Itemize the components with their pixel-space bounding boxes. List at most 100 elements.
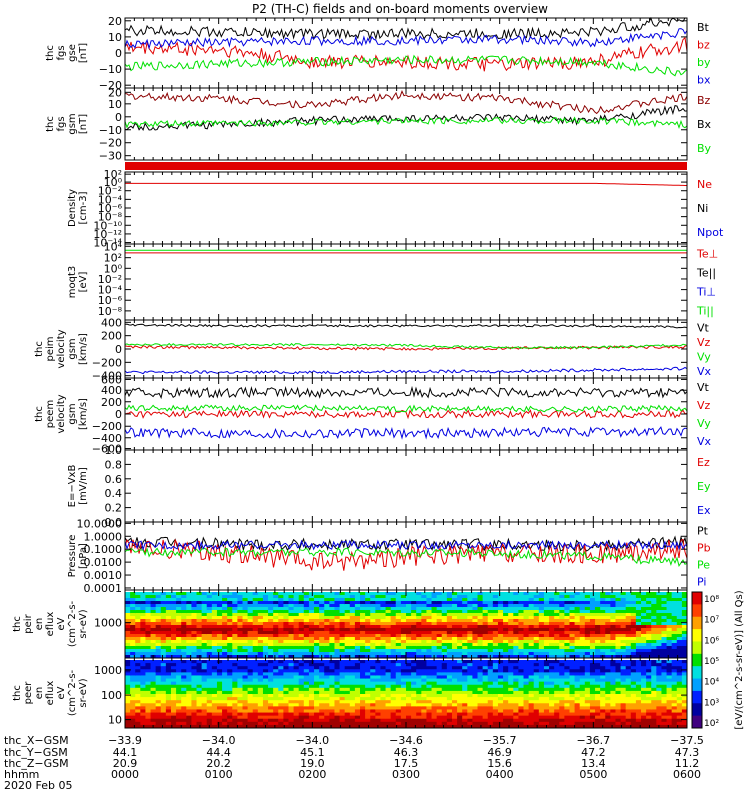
heat-cell	[349, 631, 356, 635]
heat-cell	[538, 637, 545, 641]
heat-cell	[492, 718, 499, 723]
heat-cell	[135, 709, 141, 714]
heat-cell	[380, 712, 387, 717]
heat-cell	[329, 604, 335, 608]
heat-cell	[334, 592, 341, 596]
heat-cell	[390, 649, 397, 653]
heat-cell	[395, 712, 402, 717]
heat-cell	[329, 690, 335, 695]
heat-cell	[589, 715, 596, 720]
heat-cell	[446, 724, 453, 729]
heat-cell	[589, 643, 596, 647]
heat-cell	[257, 700, 264, 704]
heat-cell	[676, 660, 683, 664]
heat-cell	[252, 700, 259, 704]
heat-cell	[247, 694, 254, 698]
heat-cell	[308, 655, 315, 659]
heat-cell	[283, 592, 289, 596]
heat-cell	[564, 694, 570, 698]
heat-cell	[605, 700, 611, 704]
heat-cell	[600, 703, 606, 707]
heat-cell	[181, 675, 187, 680]
series-line-by	[124, 54, 688, 77]
heat-cell	[370, 703, 376, 707]
heat-cell	[651, 703, 657, 707]
heat-cell	[329, 715, 335, 720]
heat-cell	[676, 634, 683, 638]
heat-cell	[487, 690, 494, 695]
heat-cell	[130, 601, 136, 605]
heat-cell	[380, 721, 387, 726]
heat-cell	[503, 697, 509, 701]
heat-cell	[145, 592, 152, 596]
heat-cell	[497, 663, 504, 667]
heat-cell	[441, 715, 448, 720]
heat-cell	[242, 619, 249, 623]
heat-cell	[641, 619, 647, 623]
heat-cell	[145, 690, 152, 695]
heat-cell	[451, 619, 458, 623]
heat-cell	[252, 678, 259, 683]
heat-cell	[630, 706, 637, 710]
heat-cell	[441, 724, 448, 729]
heat-cell	[319, 675, 325, 680]
heat-cell	[354, 613, 361, 617]
heat-cell	[268, 643, 274, 647]
heat-cell	[145, 649, 152, 653]
heat-cell	[543, 712, 550, 717]
heat-cell	[170, 663, 177, 667]
heat-cell	[400, 675, 407, 680]
heat-cell	[237, 610, 244, 614]
heat-cell	[232, 655, 238, 659]
heat-cell	[211, 709, 218, 714]
heat-cell	[400, 595, 407, 599]
heat-cell	[605, 604, 611, 608]
heat-cell	[508, 687, 514, 692]
heat-cell	[385, 604, 392, 608]
heat-cell	[334, 660, 341, 664]
heat-cell	[666, 616, 673, 620]
heat-cell	[349, 646, 356, 650]
heat-cell	[324, 628, 330, 632]
heat-cell	[666, 669, 673, 673]
heat-cell	[196, 619, 203, 623]
heat-cell	[395, 601, 402, 605]
heat-cell	[329, 706, 335, 710]
heat-cell	[615, 724, 622, 729]
heat-cell	[268, 604, 274, 608]
heat-cell	[426, 640, 433, 644]
heat-cell	[605, 694, 611, 698]
heat-cell	[651, 604, 657, 608]
heat-cell	[620, 613, 627, 617]
heat-cell	[416, 634, 422, 638]
heat-cell	[615, 663, 622, 667]
heat-cell	[661, 634, 668, 638]
heat-cell	[513, 681, 519, 686]
heat-cell	[252, 681, 259, 686]
heat-cell	[400, 703, 407, 707]
heat-cell	[605, 666, 611, 670]
heat-cell	[339, 706, 346, 710]
heat-cell	[630, 721, 637, 726]
heat-cell	[441, 666, 448, 670]
heat-cell	[666, 619, 673, 623]
heat-cell	[503, 634, 509, 638]
heat-cell	[334, 637, 341, 641]
heat-cell	[589, 675, 596, 680]
heat-cell	[487, 634, 494, 638]
heat-cell	[216, 690, 223, 695]
heat-cell	[635, 660, 642, 664]
heat-cell	[293, 672, 300, 676]
heat-cell	[160, 715, 167, 720]
heat-cell	[646, 700, 652, 704]
heat-cell	[400, 607, 407, 611]
heat-cell	[385, 715, 392, 720]
heat-cell	[257, 613, 264, 617]
heat-cell	[400, 715, 407, 720]
heat-cell	[462, 712, 468, 717]
heat-cell	[170, 684, 177, 689]
heat-cell	[416, 643, 422, 647]
heat-cell	[395, 675, 402, 680]
heat-cell	[467, 655, 473, 659]
heat-cell	[579, 592, 586, 596]
